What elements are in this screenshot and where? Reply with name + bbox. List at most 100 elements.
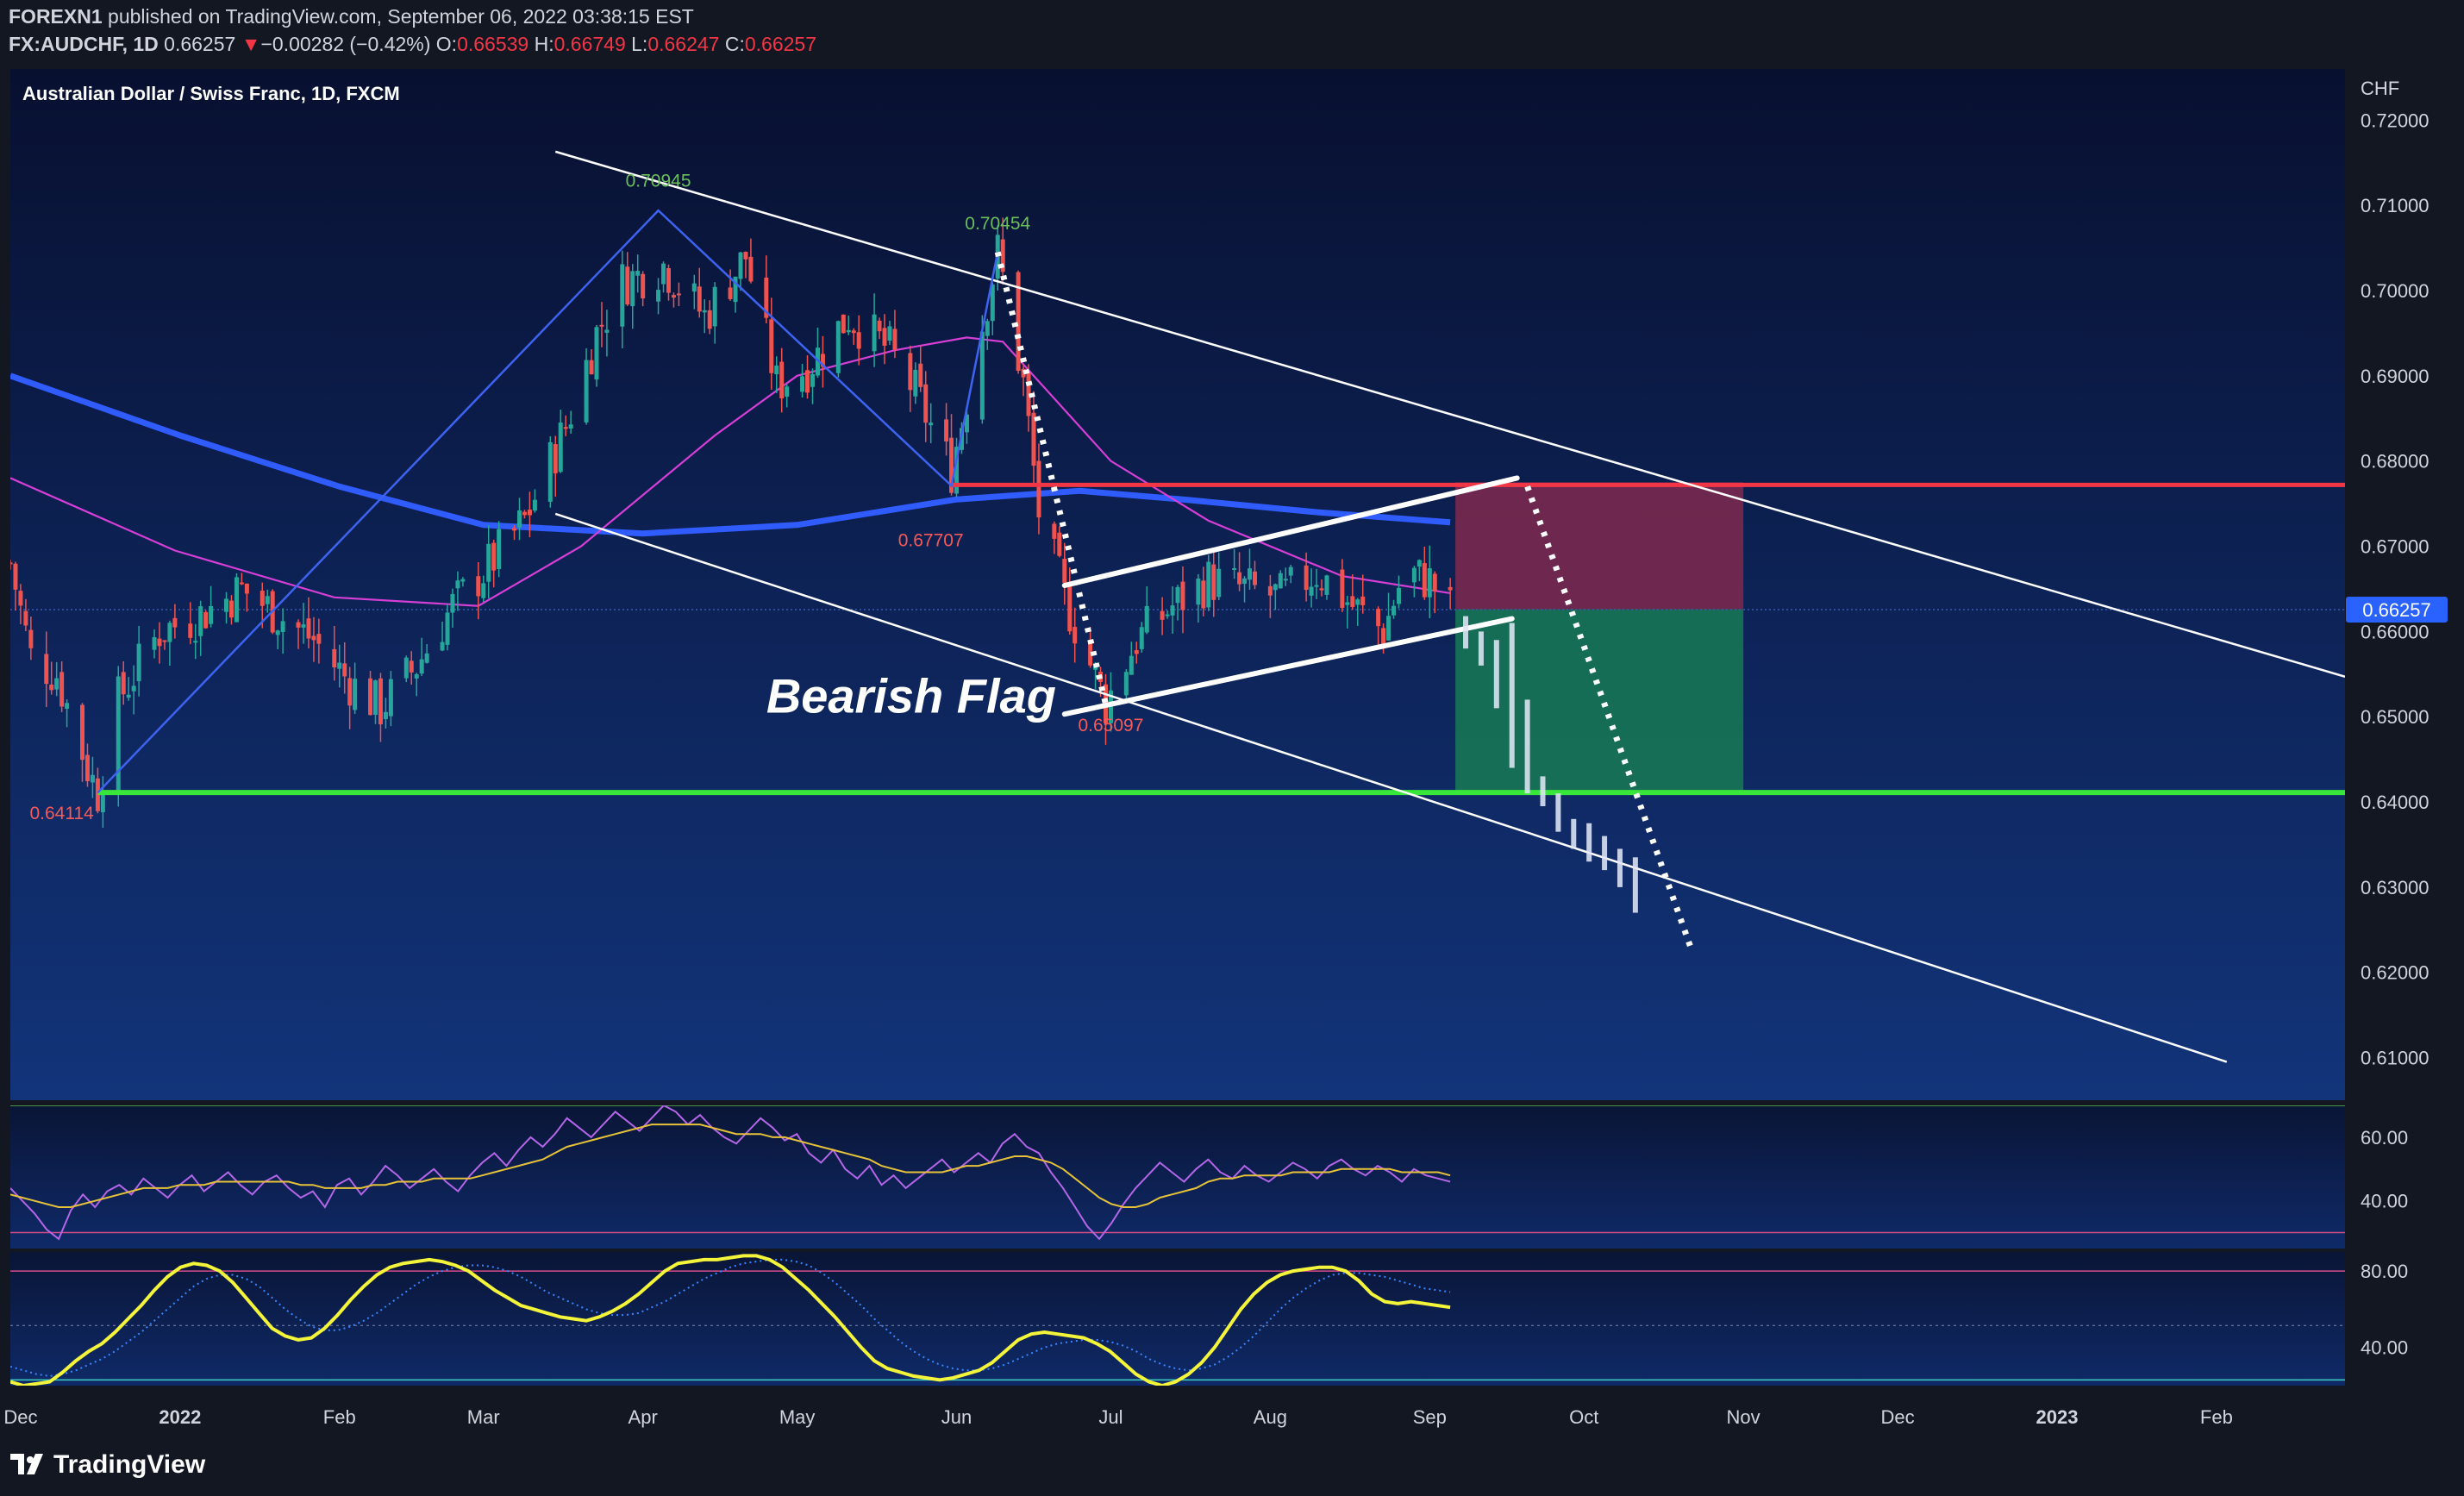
x-tick-label: 2023: [2036, 1406, 2078, 1428]
y-tick-label: 0.72000: [2361, 110, 2430, 131]
candle-body: [1000, 239, 1005, 272]
candle-body: [841, 314, 846, 334]
candle-body: [1139, 627, 1144, 649]
y-tick-label: 0.61000: [2361, 1048, 2430, 1069]
y-tick-label: 0.62000: [2361, 962, 2430, 984]
candle-body: [228, 600, 234, 618]
candle-body: [84, 754, 90, 782]
candle-body: [1052, 523, 1057, 539]
candle-body: [532, 499, 537, 511]
candle-body: [378, 678, 383, 725]
candle-body: [1057, 532, 1062, 556]
candle-body: [59, 672, 65, 707]
projection-dotted-line: [1524, 485, 1695, 953]
candle-body: [414, 673, 419, 679]
candle-body: [296, 622, 301, 628]
rsi-tick-label: 40.00: [2361, 1191, 2408, 1212]
candle-body: [702, 310, 707, 313]
candle-body: [1170, 605, 1175, 616]
stoch-pane[interactable]: [10, 1252, 2345, 1386]
candle-body: [353, 679, 358, 710]
price-annotation: 0.65097: [1078, 716, 1143, 735]
candle-body: [100, 792, 105, 813]
candle-body: [547, 441, 553, 502]
candle-body: [239, 582, 244, 585]
projection-bar: [1524, 699, 1530, 794]
candle-body: [476, 576, 481, 597]
candle-body: [553, 444, 558, 473]
candle-body: [162, 640, 167, 642]
candle-body: [1211, 564, 1216, 600]
candle-body: [301, 624, 306, 628]
candle-body: [198, 606, 203, 636]
publish-info: FOREXN1 published on TradingView.com, Se…: [9, 5, 694, 28]
candle-body: [1242, 578, 1248, 585]
candle-body: [877, 320, 882, 332]
rsi-signal-line: [10, 1124, 1451, 1208]
candle-body: [167, 623, 172, 642]
y-tick-label: 0.70000: [2361, 280, 2430, 302]
symbol-label[interactable]: FX:AUDCHF, 1D: [9, 33, 159, 55]
candle-body: [126, 694, 131, 698]
candle-body: [209, 605, 214, 624]
stoch-d-line: [10, 1258, 1451, 1377]
rsi-tick-label: 60.00: [2361, 1127, 2408, 1149]
candle-body: [1144, 605, 1149, 633]
candle-body: [1376, 609, 1381, 627]
candle-body: [918, 363, 923, 387]
candle-body: [1309, 586, 1314, 596]
candle-body: [820, 354, 825, 367]
projection-bar: [1586, 823, 1592, 862]
candle-body: [260, 590, 265, 606]
candle-body: [779, 361, 785, 398]
candle-body: [316, 634, 322, 644]
candle-body: [1319, 588, 1324, 591]
reward-zone: [1455, 609, 1744, 793]
candle-body: [1432, 573, 1437, 592]
price-pane[interactable]: [10, 69, 2345, 1100]
candle-body: [835, 321, 841, 373]
candle-body: [157, 638, 162, 647]
candle-body: [954, 447, 960, 494]
risk-zone: [1455, 482, 1744, 610]
candle-body: [522, 511, 527, 516]
price-annotation: 0.64114: [29, 804, 94, 823]
candle-body: [810, 373, 816, 387]
candle-body: [121, 672, 126, 695]
low-label: L:: [631, 33, 648, 55]
candle-body: [1448, 586, 1453, 591]
candle-body: [28, 629, 34, 648]
flagpole-dotted-line: [994, 251, 1109, 705]
candle-body: [1422, 563, 1427, 598]
candle-body: [90, 774, 95, 783]
candle-body: [908, 353, 913, 391]
projection-bar: [1478, 631, 1484, 666]
candle-body: [1360, 596, 1366, 605]
axes: 0.72000 0.71000 0.70000 0.69000 0.68000 0.670…: [3, 110, 2448, 1428]
candle-body: [929, 423, 934, 426]
candle-body: [403, 657, 409, 679]
candle-body: [691, 283, 697, 292]
x-tick-label: Jul: [1098, 1406, 1123, 1428]
candle-body: [882, 328, 887, 346]
candle-body: [872, 314, 877, 352]
candle-body: [594, 327, 599, 380]
flag-line-2: [1061, 616, 1515, 717]
tradingview-brand[interactable]: TradingView: [10, 1450, 205, 1480]
projection-bar: [1617, 848, 1623, 887]
candle-body: [1355, 599, 1360, 605]
candle-body: [1180, 581, 1185, 610]
low-value: 0.66247: [647, 33, 720, 55]
candle-body: [1252, 571, 1257, 585]
candle-body: [923, 384, 929, 423]
x-tick-label: 2022: [159, 1406, 201, 1428]
publisher-name[interactable]: FOREXN1: [9, 5, 103, 28]
candle-body: [1062, 559, 1067, 583]
candle-body: [944, 419, 949, 441]
candle-body: [1427, 568, 1432, 598]
candle-body: [1031, 412, 1036, 466]
projection-bar: [1540, 776, 1546, 806]
stoch-plot: [10, 1254, 2345, 1386]
